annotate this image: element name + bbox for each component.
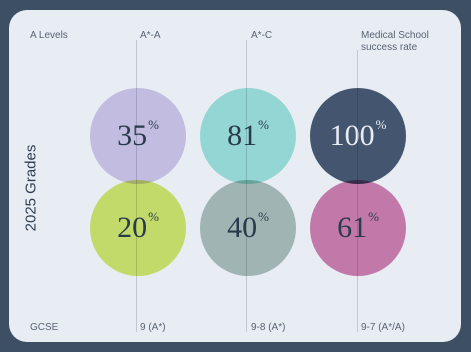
circle-gcse-9: 20% xyxy=(90,180,186,276)
column-1-header: A*-A xyxy=(140,30,161,41)
circle-medical-school: 100% xyxy=(310,88,406,184)
column-2-header: A*-C xyxy=(251,30,273,41)
column-1-footer: 9 (A*) xyxy=(140,322,166,333)
grades-card: A Levels A*-A A*-C Medical School succes… xyxy=(9,10,461,342)
percent-sign: % xyxy=(368,209,379,224)
percent-sign: % xyxy=(148,209,159,224)
percent-sign: % xyxy=(258,117,269,132)
value: 81 xyxy=(227,119,258,152)
a-levels-label: A Levels xyxy=(30,30,68,41)
column-2-footer: 9-8 (A*) xyxy=(251,322,286,333)
column-3-header: Medical School success rate xyxy=(361,30,429,53)
value: 100 xyxy=(329,119,375,152)
value: 20 xyxy=(117,211,148,244)
percent-sign: % xyxy=(258,209,269,224)
percent-sign: % xyxy=(375,117,387,132)
value: 40 xyxy=(227,211,258,244)
circle-gcse-9-8: 40% xyxy=(200,180,296,276)
percent-sign: % xyxy=(148,117,159,132)
column-3-footer: 9-7 (A*/A) xyxy=(361,322,405,333)
circle-gcse-9-7: 61% xyxy=(310,180,406,276)
side-title: 2025 Grades xyxy=(22,144,40,232)
value: 35 xyxy=(117,119,148,152)
circle-a-levels-a-star-c: 81% xyxy=(200,88,296,184)
value: 61 xyxy=(337,211,368,244)
circle-a-levels-a-star-a: 35% xyxy=(90,88,186,184)
gcse-label: GCSE xyxy=(30,322,59,333)
